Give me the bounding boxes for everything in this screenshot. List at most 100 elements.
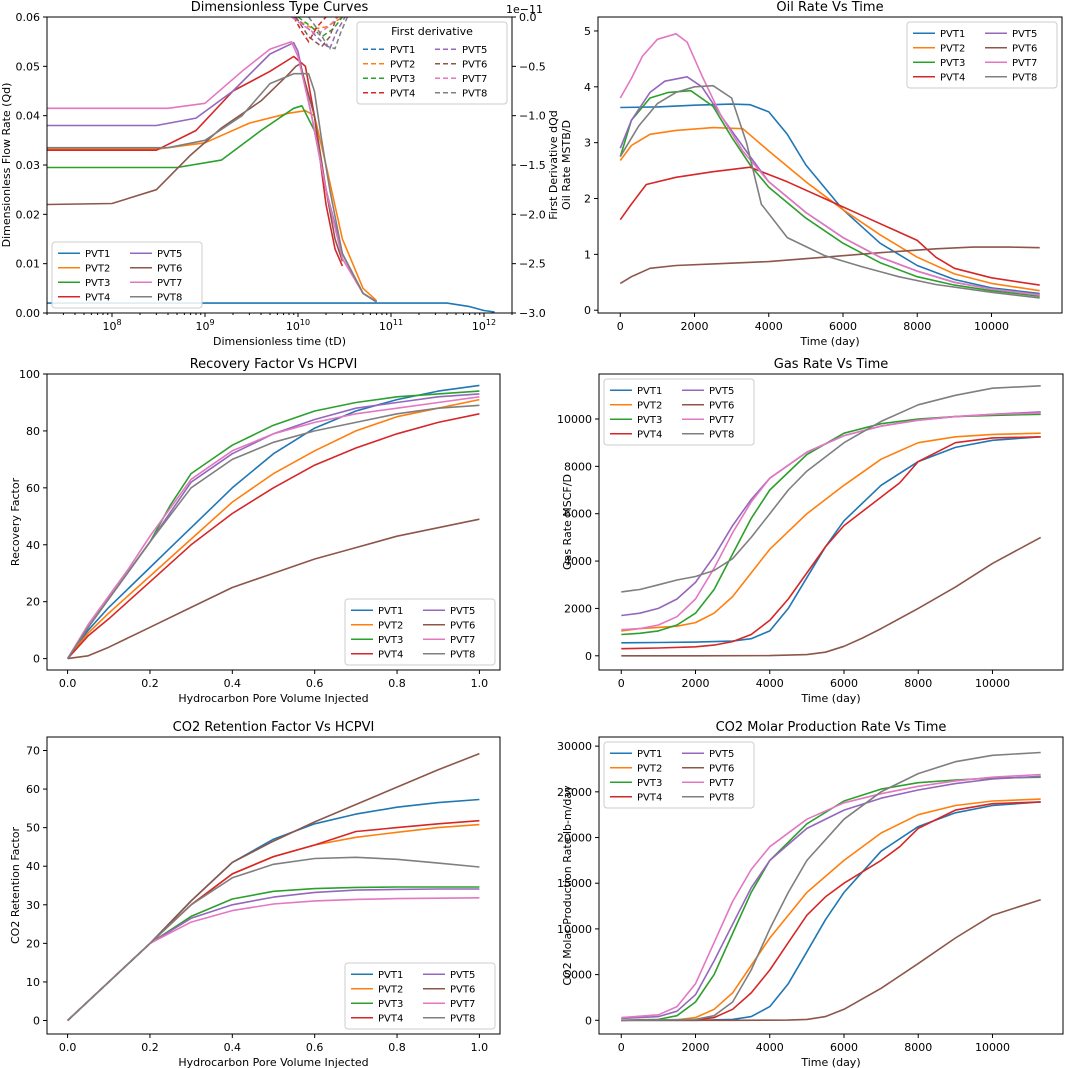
legend-label-pvt4: PVT4 bbox=[378, 649, 403, 660]
chart-title: Oil Rate Vs Time bbox=[776, 0, 883, 15]
y-tick-label: 40 bbox=[26, 860, 40, 873]
series-line-pvt7 bbox=[66, 396, 480, 660]
series-line-pvt4 bbox=[621, 436, 1041, 650]
x-tick-label: 2000 bbox=[681, 320, 709, 333]
legend-label-pvt1: PVT1 bbox=[390, 45, 415, 56]
x-tick-label: 10000 bbox=[974, 320, 1009, 333]
legend-label-pvt6: PVT6 bbox=[450, 984, 475, 995]
derivative-line-pvt3 bbox=[297, 17, 343, 38]
x-tick-label: 4000 bbox=[755, 320, 783, 333]
y2-offset-label: 1e−11 bbox=[506, 3, 543, 16]
legend-label-pvt8: PVT8 bbox=[709, 792, 734, 803]
y-tick-label: 100 bbox=[19, 368, 40, 381]
derivative-line-pvt7 bbox=[290, 17, 339, 36]
x-axis-label: Hydrocarbon Pore Volume Injected bbox=[178, 1056, 368, 1068]
derivative-legend: First derivative PVT1 PVT2 PVT3 PVT4 PVT5 PVT6… bbox=[356, 21, 508, 105]
y-tick-label: 30000 bbox=[557, 740, 592, 753]
x-axis-label: Time (day) bbox=[800, 1056, 860, 1068]
x-tick-label: 8000 bbox=[904, 1041, 932, 1054]
y2-tick-label: −2.5 bbox=[519, 258, 546, 271]
y-tick-label: 15000 bbox=[557, 877, 592, 890]
legend-label-pvt2: PVT2 bbox=[378, 620, 403, 631]
plot-frame bbox=[46, 16, 513, 314]
legend-label-pvt6: PVT6 bbox=[450, 620, 475, 631]
x-tick-label: 0.8 bbox=[388, 1041, 406, 1054]
x-axis-label: Time (day) bbox=[799, 335, 859, 348]
legend-label-pvt5: PVT5 bbox=[462, 45, 487, 56]
series-line-pvt8 bbox=[47, 72, 378, 303]
y-axis-label: CO2 Retention Factor bbox=[9, 827, 22, 945]
y-tick-label: 0 bbox=[584, 304, 591, 317]
legend-label-pvt2: PVT2 bbox=[940, 43, 965, 54]
derivative-line-pvt5 bbox=[293, 17, 346, 50]
legend-label-pvt1: PVT1 bbox=[637, 749, 662, 760]
x-tick-label: 6000 bbox=[830, 1041, 858, 1054]
legend-label-pvt1: PVT1 bbox=[940, 29, 965, 40]
series-group bbox=[67, 752, 480, 1022]
legend-title: First derivative bbox=[391, 25, 473, 38]
x-tick-exponent: 12 bbox=[486, 318, 496, 327]
legend-label-pvt4: PVT4 bbox=[390, 88, 415, 99]
chart-recovery-factor-vs-hcpvi: Recovery Factor Vs HCPVI 0.0 0.2 0.4 0.6 0.8 1… bbox=[9, 357, 501, 705]
series-line-pvt2 bbox=[621, 798, 1041, 1022]
y-tick-label: 60 bbox=[26, 783, 40, 796]
chart-gas-rate-vs-time: Gas Rate Vs Time 0 2000 4000 6000 8000 10000 0 2… bbox=[557, 357, 1064, 705]
y-tick-label: 0.04 bbox=[16, 110, 41, 123]
series-line-pvt6 bbox=[621, 898, 1041, 1022]
chart-co2-retention-factor-vs-hcpvi: CO2 Retention Factor Vs HCPVI 0.0 0.2 0.4 0.… bbox=[9, 720, 501, 1068]
series-line-pvt2 bbox=[47, 109, 378, 302]
y-tick-label: 20000 bbox=[557, 832, 592, 845]
y-tick-label: 0.01 bbox=[16, 258, 41, 271]
legend-label-pvt4: PVT4 bbox=[85, 292, 110, 303]
series-line-pvt6 bbox=[619, 246, 1040, 285]
x-tick-exponent: 10 bbox=[300, 318, 310, 327]
legend-box bbox=[603, 378, 755, 446]
legend-label-pvt8: PVT8 bbox=[450, 649, 475, 660]
series-line-pvt1 bbox=[66, 384, 480, 660]
y-tick-label: 40 bbox=[26, 539, 40, 552]
series-group bbox=[66, 384, 480, 660]
legend-label-pvt1: PVT1 bbox=[378, 606, 403, 617]
legend-label-pvt7: PVT7 bbox=[450, 635, 475, 646]
legend-box bbox=[51, 241, 203, 309]
legend-label-pvt5: PVT5 bbox=[450, 606, 475, 617]
x-tick-label: 10000 bbox=[975, 1041, 1010, 1054]
series-line-pvt8 bbox=[619, 84, 1040, 299]
x-axis-label: Hydrocarbon Pore Volume Injected bbox=[178, 692, 368, 705]
series-line-pvt7 bbox=[619, 33, 1040, 296]
chart-co2-molar-production-rate-vs-time: CO2 Molar Production Rate Vs Time 0 2000 40… bbox=[557, 720, 1064, 1068]
series-line-pvt1 bbox=[47, 302, 495, 313]
series-line-pvt5 bbox=[621, 775, 1041, 1020]
legend-label-pvt4: PVT4 bbox=[378, 1013, 403, 1024]
legend: PVT1 PVT2 PVT3 PVT4 PVT5 PVT6 PVT7 PVT8 bbox=[344, 598, 496, 666]
x-tick-label: 2000 bbox=[682, 677, 710, 690]
y2-tick-label: −1.5 bbox=[519, 159, 546, 172]
legend-label-pvt2: PVT2 bbox=[637, 400, 662, 411]
x-tick-label: 0.0 bbox=[59, 1041, 77, 1054]
y-tick-label: 2000 bbox=[564, 602, 592, 615]
x-tick-label: 4000 bbox=[756, 677, 784, 690]
x-tick-label: 2000 bbox=[682, 1041, 710, 1054]
y-tick-label: 50 bbox=[26, 822, 40, 835]
y-axis-label: Gas Rate MSCF/D bbox=[561, 474, 574, 570]
y2-tick-label: −0.5 bbox=[519, 60, 546, 73]
y-tick-label: 10000 bbox=[557, 413, 592, 426]
legend-label-pvt3: PVT3 bbox=[378, 635, 403, 646]
y-tick-label: 0.06 bbox=[16, 11, 41, 24]
x-axis-label: Time (day) bbox=[800, 692, 860, 705]
series-group bbox=[621, 385, 1042, 657]
legend-label-pvt1: PVT1 bbox=[637, 386, 662, 397]
legend-label-pvt7: PVT7 bbox=[709, 778, 734, 789]
derivative-line-pvt4 bbox=[293, 17, 327, 44]
x-tick-exponent: 8 bbox=[116, 318, 121, 327]
legend-label-pvt5: PVT5 bbox=[450, 970, 475, 981]
x-tick-label: 0.0 bbox=[59, 677, 77, 690]
legend-label-pvt5: PVT5 bbox=[709, 386, 734, 397]
legend: PVT1 PVT2 PVT3 PVT4 PVT5 PVT6 PVT7 PVT8 bbox=[906, 21, 1058, 89]
y2-tick-label: 0.0 bbox=[519, 11, 537, 24]
y-tick-label: 4000 bbox=[564, 555, 592, 568]
y-tick-label: 0 bbox=[33, 653, 40, 666]
x-tick-label: 1.0 bbox=[471, 1041, 489, 1054]
y-axis-label: CO2 Molar Production Rate lb-m/day bbox=[561, 785, 574, 986]
